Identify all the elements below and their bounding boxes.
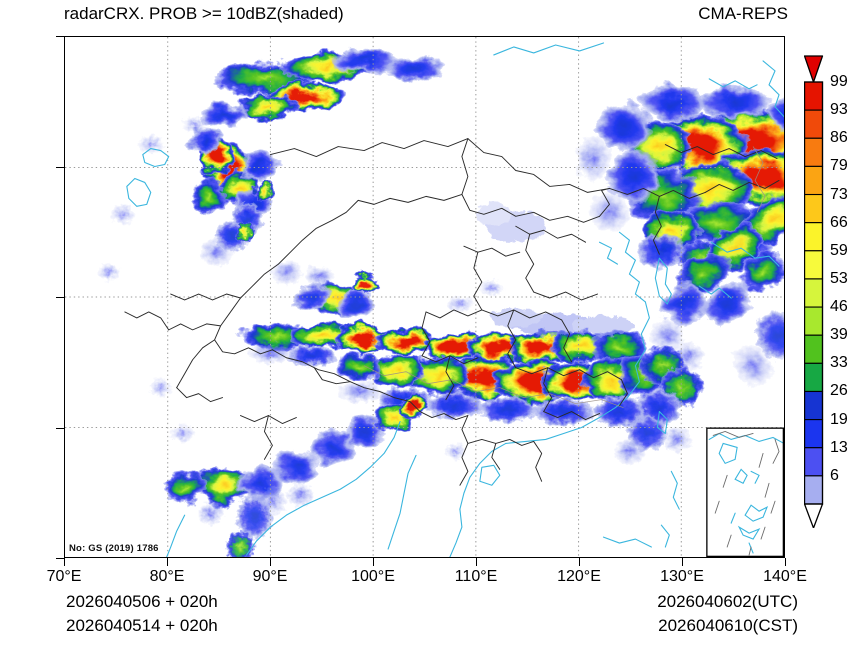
- footer-init-utc: 2026040506 + 020h: [66, 592, 218, 611]
- colorbar-band: [804, 334, 824, 364]
- colorbar-tick-label: 26: [830, 382, 848, 400]
- x-tick: [64, 558, 65, 566]
- colorbar[interactable]: 99 93 86 79 73 66 59 53 46 39 33 26 19 13 6: [804, 54, 860, 528]
- colorbar-tick-label: 13: [830, 438, 848, 456]
- x-tick-label: 130°E: [660, 568, 704, 585]
- border-layer: [124, 138, 780, 486]
- colorbar-bands: [804, 81, 824, 505]
- colorbar-tick-label: 59: [830, 241, 848, 259]
- x-tick-label: 120°E: [557, 568, 601, 585]
- colorbar-canvas: [804, 55, 824, 528]
- x-tick: [785, 558, 786, 566]
- colorbar-tick-label: 53: [830, 269, 848, 287]
- y-tick: [56, 558, 64, 559]
- colorbar-tick-label: 79: [830, 157, 848, 175]
- river-layer: [363, 146, 766, 408]
- x-tick: [373, 558, 374, 566]
- page-title: radarCRX. PROB >= 10dBZ(shaded): [64, 4, 344, 23]
- y-tick: [56, 36, 64, 37]
- model-label: CMA-REPS: [698, 4, 788, 23]
- colorbar-band: [804, 419, 824, 449]
- colorbar-tick-label: 99: [830, 73, 848, 90]
- map-gridlines: [65, 37, 784, 557]
- probability-shading: [97, 47, 784, 557]
- colorbar-under-arrow: [804, 503, 824, 528]
- colorbar-band: [804, 306, 824, 336]
- footer-init-cst: 2026040514 + 020h: [66, 616, 218, 635]
- x-tick-label: 80°E: [149, 568, 185, 585]
- colorbar-band: [804, 165, 824, 196]
- footer-valid-utc: 2026040602(UTC): [657, 592, 798, 611]
- colorbar-tick-label: 19: [830, 410, 848, 428]
- colorbar-band: [804, 250, 824, 280]
- colorbar-band: [804, 222, 824, 252]
- colorbar-tick-label: 6: [830, 466, 839, 484]
- y-tick: [56, 297, 64, 298]
- coastline-layer: [126, 42, 784, 557]
- colorbar-band: [804, 81, 824, 111]
- colorbar-band: [804, 109, 824, 139]
- colorbar-tick-label: 46: [830, 298, 848, 316]
- south-china-sea-inset: [706, 427, 784, 557]
- colorbar-band: [804, 475, 824, 505]
- y-tick: [56, 167, 64, 168]
- colorbar-band: [804, 447, 824, 477]
- colorbar-tick-label: 86: [830, 129, 848, 147]
- x-tick: [579, 558, 580, 566]
- colorbar-band: [804, 278, 824, 308]
- x-tick: [682, 558, 683, 566]
- colorbar-tick-label: 66: [830, 213, 848, 231]
- map-canvas: [65, 37, 784, 557]
- map-plot-area[interactable]: No: GS (2019) 1786: [64, 36, 785, 558]
- footer-valid-cst: 2026040610(CST): [658, 616, 798, 635]
- colorbar-tick-label: 39: [830, 326, 848, 344]
- colorbar-tick-label: 33: [830, 354, 848, 372]
- x-tick: [476, 558, 477, 566]
- colorbar-band: [804, 193, 824, 224]
- x-tick-label: 90°E: [252, 568, 288, 585]
- colorbar-band: [804, 137, 824, 167]
- colorbar-band: [804, 362, 824, 393]
- colorbar-tick-label: 73: [830, 185, 848, 203]
- colorbar-band: [804, 390, 824, 421]
- x-tick-label: 110°E: [454, 568, 498, 585]
- x-tick: [270, 558, 271, 566]
- colorbar-over-arrow: [804, 55, 824, 83]
- x-tick: [167, 558, 168, 566]
- colorbar-tick-label: 93: [830, 101, 848, 119]
- x-tick-label: 100°E: [351, 568, 395, 585]
- x-tick-label: 70°E: [46, 568, 82, 585]
- map-watermark: No: GS (2019) 1786: [69, 543, 159, 554]
- colorbar-outline: [804, 81, 824, 505]
- y-tick: [56, 428, 64, 429]
- x-tick-label: 140°E: [763, 568, 807, 585]
